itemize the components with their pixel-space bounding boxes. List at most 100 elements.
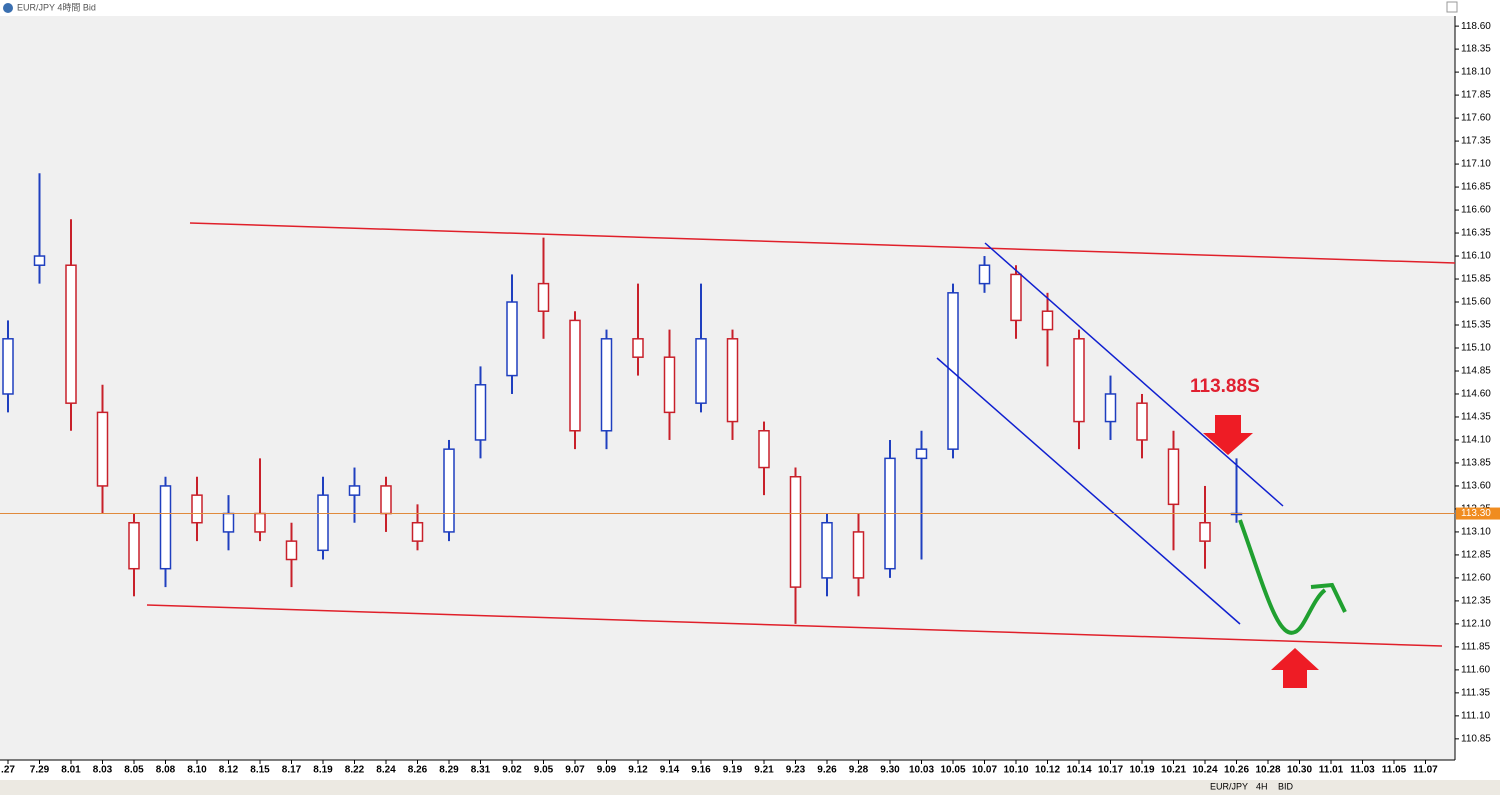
y-tick-label: 113.60 — [1461, 481, 1491, 492]
x-tick-label: 10.24 — [1192, 765, 1217, 776]
x-tick-label: 8.26 — [408, 765, 428, 776]
x-tick-label: 10.14 — [1066, 765, 1091, 776]
y-tick-label: 111.85 — [1461, 642, 1491, 653]
x-tick-label: 9.30 — [880, 765, 900, 776]
candle-body — [285, 540, 298, 561]
candle-body — [978, 264, 991, 285]
x-tick-label: 9.09 — [597, 765, 617, 776]
x-tick-label: 10.07 — [972, 765, 997, 776]
x-tick-label: 8.01 — [61, 765, 81, 776]
candle-body — [789, 475, 802, 588]
x-tick-label: 9.26 — [817, 765, 837, 776]
x-tick-label: 10.10 — [1003, 765, 1028, 776]
x-tick-label: 10.12 — [1035, 765, 1060, 776]
x-tick-label: 10.21 — [1161, 765, 1186, 776]
candle-body — [821, 521, 833, 579]
x-tick-label: 10.26 — [1224, 765, 1249, 776]
y-tick-label: 115.35 — [1461, 320, 1491, 331]
sell-arrow — [1203, 415, 1253, 455]
channel-upper — [984, 242, 1284, 507]
candle-body — [1073, 338, 1085, 423]
x-tick-label: 9.02 — [502, 765, 522, 776]
side-selector[interactable]: BID — [1278, 781, 1294, 791]
price-tag-label: 113.30 — [1461, 508, 1491, 519]
title-bar — [0, 0, 1500, 16]
x-tick-label: 9.23 — [786, 765, 806, 776]
candle-body — [1136, 402, 1148, 441]
candle-body — [65, 264, 77, 404]
candle-body — [474, 384, 487, 441]
y-tick-label: 118.10 — [1461, 67, 1491, 78]
candle-body — [317, 494, 329, 552]
y-tick-label: 113.85 — [1461, 458, 1491, 469]
candle-body — [1167, 448, 1180, 506]
y-tick-label: 111.60 — [1461, 665, 1491, 676]
x-tick-label: 8.15 — [250, 765, 270, 776]
x-tick-label: 8.17 — [282, 765, 302, 776]
buy-arrow — [1271, 648, 1319, 688]
candle-body — [726, 338, 739, 423]
x-tick-label: 11.01 — [1319, 765, 1344, 776]
symbol-selector[interactable]: EUR/JPY — [1210, 781, 1248, 791]
y-tick-label: 116.35 — [1461, 228, 1491, 239]
x-tick-label: 8.08 — [156, 765, 176, 776]
y-tick-label: 112.35 — [1461, 596, 1491, 607]
resistance-line — [189, 222, 1456, 264]
x-tick-label: 9.14 — [660, 765, 680, 776]
candle-body — [1041, 310, 1054, 331]
y-tick-label: 110.85 — [1461, 733, 1491, 744]
candle-body — [1199, 521, 1211, 542]
candle-body — [506, 301, 518, 377]
plot — [2, 173, 1243, 624]
price-tag — [1456, 507, 1500, 520]
y-tick-label: 111.10 — [1461, 710, 1491, 721]
y-tick-label: 114.60 — [1461, 389, 1491, 400]
candle-body — [96, 411, 109, 487]
candle-body — [1104, 393, 1117, 423]
x-tick-label: 9.07 — [565, 765, 585, 776]
window-title: EUR/JPY 4時間 Bid — [17, 2, 96, 12]
candle-body — [191, 494, 203, 524]
candle-body — [915, 448, 928, 460]
candle-body — [33, 255, 46, 266]
x-tick-label: 10.30 — [1287, 765, 1312, 776]
x-tick-label: 8.31 — [471, 765, 491, 776]
y-tick-label: 117.10 — [1461, 159, 1491, 170]
x-tick-label: 8.29 — [439, 765, 459, 776]
candle-body — [758, 430, 770, 469]
x-tick-label: 8.12 — [219, 765, 239, 776]
annotation: 113.88S — [1190, 376, 1260, 397]
y-tick-label: 116.60 — [1461, 205, 1491, 216]
candle-body — [947, 292, 959, 450]
y-tick-label: 113.10 — [1461, 527, 1491, 538]
x-tick-label: 9.16 — [691, 765, 711, 776]
y-tick-label: 114.35 — [1461, 412, 1491, 423]
y-tick-label: 111.35 — [1461, 688, 1491, 699]
timeframe-selector[interactable]: 4H — [1256, 781, 1268, 791]
y-tick-label: 114.85 — [1461, 366, 1491, 377]
x-tick-label: 11.07 — [1413, 765, 1438, 776]
x-tick-label: 9.12 — [628, 765, 648, 776]
y-tick-label: 112.10 — [1461, 619, 1491, 630]
candle-body — [411, 521, 424, 542]
x-tick-label: 10.05 — [940, 765, 965, 776]
candle-body — [537, 282, 550, 312]
candle-body — [600, 338, 613, 432]
y-tick-label: 116.85 — [1461, 182, 1491, 193]
candle-body — [128, 521, 140, 570]
forecast-arrowhead — [1310, 582, 1347, 613]
candle-body — [695, 338, 707, 404]
x-tick-label: 9.05 — [534, 765, 554, 776]
y-tick-label: 118.35 — [1461, 44, 1491, 55]
x-tick-label: 8.24 — [376, 765, 396, 776]
scroll-button[interactable] — [1446, 1, 1458, 13]
candle-body — [663, 356, 676, 414]
candle-body — [569, 319, 581, 432]
channel-lower — [936, 357, 1241, 625]
x-tick-label: 8.05 — [124, 765, 144, 776]
x-tick-label: 9.19 — [723, 765, 743, 776]
y-tick-label: 112.85 — [1461, 550, 1491, 561]
candle-body — [443, 448, 455, 533]
y-tick-label: 115.60 — [1461, 297, 1491, 308]
